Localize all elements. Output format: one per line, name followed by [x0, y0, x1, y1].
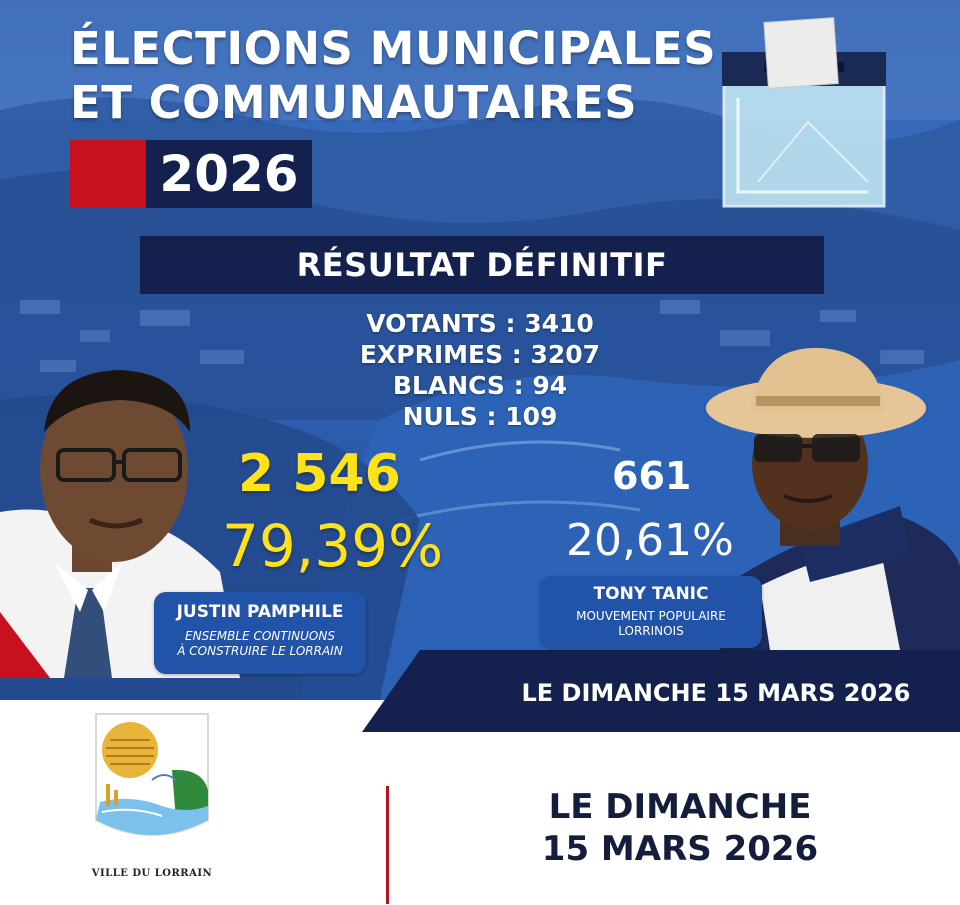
candidate-name: TONY TANIC	[593, 584, 709, 604]
percent-pamphile: 79,39%	[222, 512, 444, 580]
title-line-1: ÉLECTIONS MUNICIPALES	[70, 22, 717, 75]
party-line-1: ENSEMBLE CONTINUONS	[185, 629, 335, 643]
candidate-party: ENSEMBLE CONTINUONS À CONSTRUIRE LE LORR…	[154, 629, 366, 659]
stat-nuls: NULS : 109	[402, 402, 558, 431]
candidate-party: MOUVEMENT POPULAIRE LORRINOIS	[540, 609, 762, 639]
candidate-name: JUSTIN PAMPHILE	[176, 602, 344, 622]
stat-votants: VOTANTS : 3410	[366, 309, 594, 338]
candidate-card-pamphile: JUSTIN PAMPHILE ENSEMBLE CONTINUONS À CO…	[154, 592, 366, 674]
footer-divider	[386, 786, 389, 904]
year-accent-block	[70, 140, 146, 208]
year-label: 2026	[146, 140, 312, 208]
footer-date-line-2: 15 MARS 2026	[541, 829, 819, 869]
footer-date-line-1: LE DIMANCHE	[548, 787, 812, 827]
date-banner: LE DIMANCHE 15 MARS 2026	[521, 679, 911, 707]
candidate-photo-tanic	[706, 347, 960, 650]
result-banner: RÉSULTAT DÉFINITIF	[140, 236, 824, 294]
vote-statistics: VOTANTS : 3410 EXPRIMES : 3207 BLANCS : …	[330, 308, 630, 432]
title-line-2: ET COMMUNAUTAIRES	[70, 76, 638, 129]
candidate-card-tanic: TONY TANIC MOUVEMENT POPULAIRE LORRINOIS	[540, 576, 762, 648]
page-title: ÉLECTIONS MUNICIPALES ET COMMUNAUTAIRES	[70, 22, 716, 130]
ville-du-lorrain-logo	[95, 713, 209, 836]
logo-caption: VILLE DU LORRAIN	[91, 868, 213, 879]
footer-date: LE DIMANCHE 15 MARS 2026	[520, 786, 840, 870]
votes-tanic: 661	[612, 454, 692, 498]
ballot-box-icon	[722, 17, 886, 208]
stat-blancs: BLANCS : 94	[392, 371, 568, 400]
party-line-2: LORRINOIS	[618, 624, 684, 638]
stat-exprimes: EXPRIMES : 3207	[359, 340, 601, 369]
party-line-2: À CONSTRUIRE LE LORRAIN	[177, 644, 343, 658]
votes-pamphile: 2 546	[238, 444, 401, 504]
party-line-1: MOUVEMENT POPULAIRE	[576, 609, 726, 623]
percent-tanic: 20,61%	[566, 515, 734, 566]
